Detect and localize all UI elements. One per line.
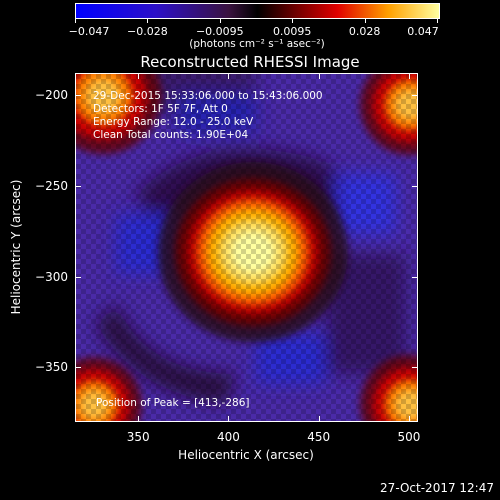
- y-tick-mark: [75, 367, 81, 369]
- y-tick-mark: [75, 276, 81, 278]
- colorbar-tick-mark: [219, 19, 221, 23]
- y-tick-mark: [412, 94, 418, 96]
- annotation-detectors: Detectors: 1F 5F 7F, Att 0: [93, 103, 228, 115]
- x-tick-label: 500: [397, 430, 421, 444]
- y-tick-mark: [75, 94, 81, 96]
- colorbar-tick-mark: [437, 19, 438, 23]
- y-tick-mark: [75, 185, 81, 187]
- annotation-time-range: 29-Dec-2015 15:33:06.000 to 15:43:06.000: [93, 90, 323, 102]
- colorbar: [75, 3, 440, 19]
- x-tick-mark: [318, 73, 320, 79]
- colorbar-tick-label: 0.028: [348, 25, 381, 38]
- x-tick-mark: [138, 416, 140, 422]
- y-tick-mark: [412, 367, 418, 369]
- x-axis-label: Heliocentric X (arcsec): [178, 448, 314, 462]
- x-tick-mark: [408, 73, 410, 79]
- colorbar-tick-label: −0.028: [127, 25, 168, 38]
- annotation-energy-range: Energy Range: 12.0 - 25.0 keV: [93, 116, 254, 128]
- x-tick-mark: [318, 416, 320, 422]
- colorbar-tick-mark: [364, 19, 366, 23]
- y-tick-mark: [412, 276, 418, 278]
- x-tick-mark: [228, 73, 230, 79]
- annotation-peak-position: Position of Peak = [413,-286]: [96, 397, 250, 409]
- colorbar-tick-mark: [147, 19, 149, 23]
- colorbar-tick-label: 0.0095: [272, 25, 312, 38]
- x-tick-mark: [408, 416, 410, 422]
- y-tick-label: −200: [35, 87, 68, 102]
- y-tick-label: −300: [35, 269, 68, 284]
- x-tick-label: 400: [216, 430, 240, 444]
- colorbar-tick-label: 0.047: [407, 25, 439, 38]
- x-tick-mark: [228, 416, 230, 422]
- x-tick-label: 450: [307, 430, 331, 444]
- colorbar-tick-label: −0.0095: [195, 25, 244, 38]
- colorbar-tick-mark: [292, 19, 294, 23]
- plot-area: 29-Dec-2015 15:33:06.000 to 15:43:06.000…: [75, 73, 418, 422]
- y-tick-label: −250: [35, 178, 68, 193]
- colorbar-tick-label: −0.047: [68, 25, 110, 38]
- y-tick-label: −350: [35, 360, 68, 375]
- y-tick-mark: [412, 185, 418, 187]
- heatmap-image: [76, 74, 417, 421]
- date-stamp: 27-Oct-2017 12:47: [380, 481, 494, 495]
- colorbar-unit-label: (photons cm⁻² s⁻¹ asec⁻²): [189, 38, 325, 50]
- x-tick-label: 350: [126, 430, 150, 444]
- chart-title: Reconstructed RHESSI Image: [140, 53, 360, 71]
- y-axis-label: Heliocentric Y (arcsec): [9, 179, 23, 315]
- colorbar-tick-mark: [75, 19, 76, 23]
- annotation-method: Clean Total counts: 1.90E+04: [93, 129, 249, 141]
- x-tick-mark: [138, 73, 140, 79]
